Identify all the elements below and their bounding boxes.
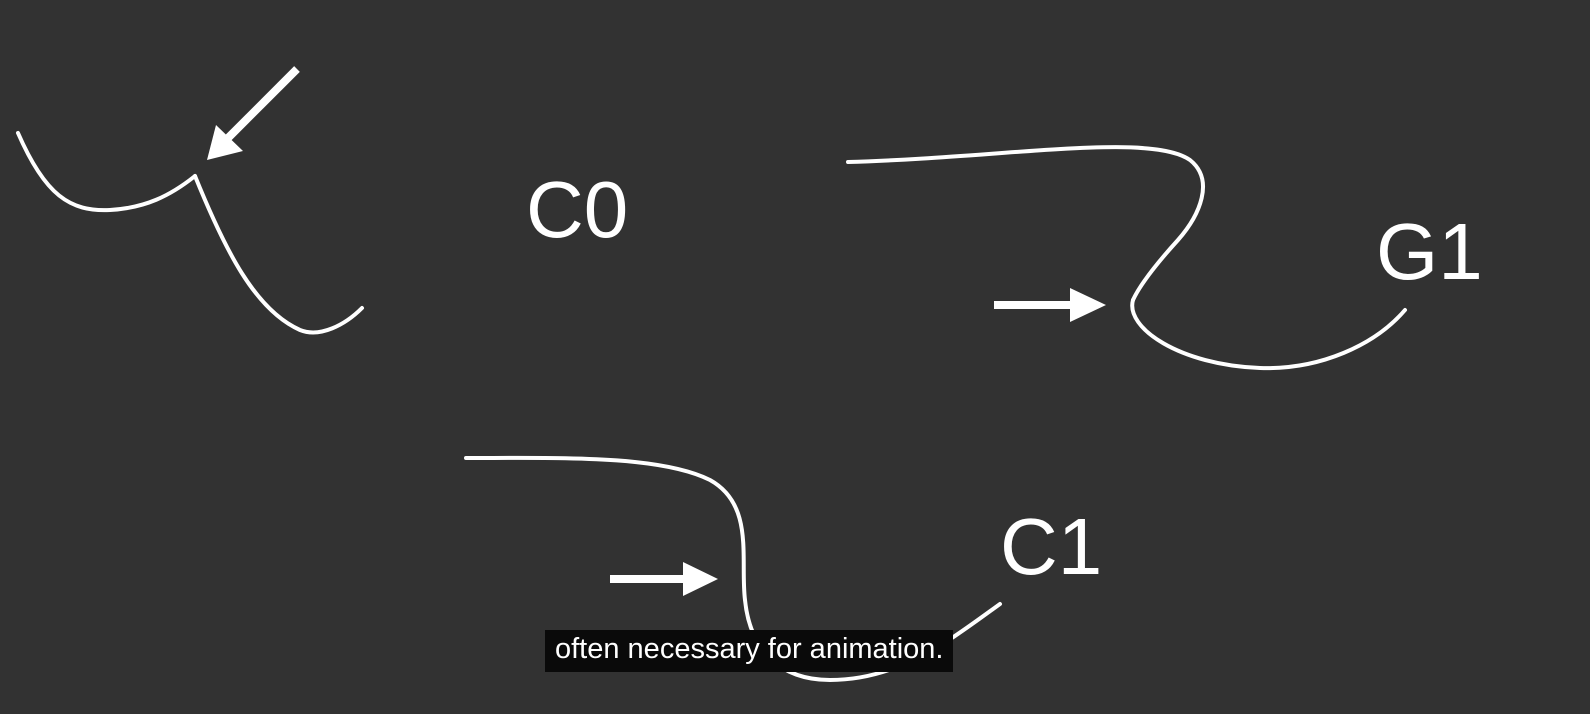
g1-label: G1 bbox=[1376, 207, 1483, 296]
g1-arrow bbox=[994, 288, 1106, 322]
c0-label: C0 bbox=[526, 165, 629, 254]
g1-curve-top bbox=[846, 145, 1205, 302]
subtitle-caption: often necessary for animation. bbox=[545, 630, 954, 672]
c1-label: C1 bbox=[1000, 502, 1103, 591]
g1-curve-bottom bbox=[1130, 298, 1407, 371]
c1-arrow bbox=[610, 562, 718, 596]
c0-curve-left bbox=[16, 131, 197, 213]
c0-curve-right bbox=[193, 174, 364, 335]
c0-arrow bbox=[207, 66, 300, 160]
